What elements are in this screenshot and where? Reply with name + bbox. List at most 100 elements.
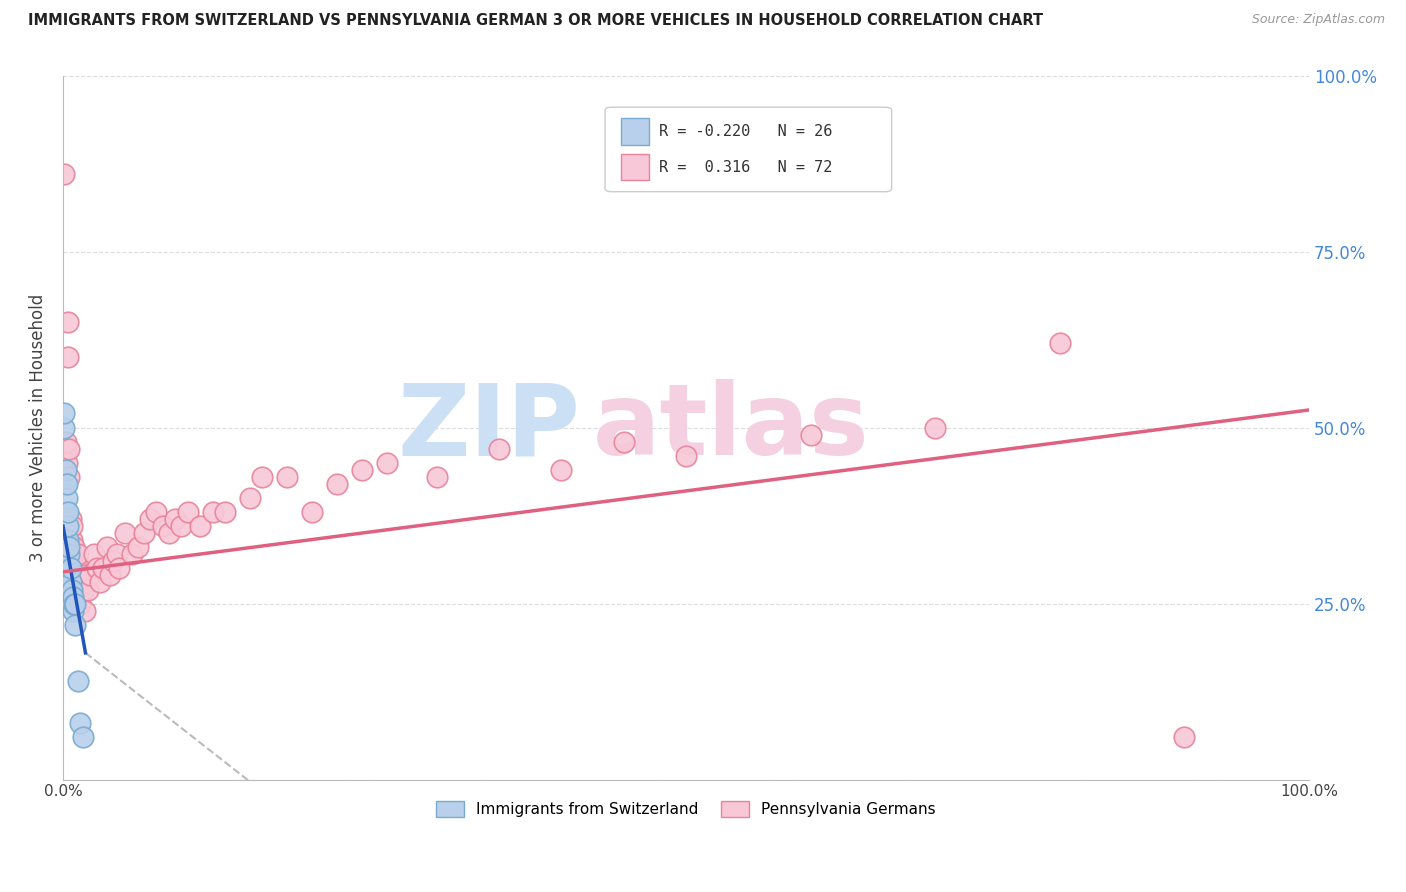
Point — [53, 407, 76, 421]
Point — [65, 547, 87, 561]
Point — [426, 470, 449, 484]
Point — [69, 597, 91, 611]
FancyBboxPatch shape — [621, 118, 648, 145]
Point — [55, 434, 77, 449]
Point — [56, 505, 79, 519]
Point — [63, 561, 86, 575]
Text: R =  0.316   N = 72: R = 0.316 N = 72 — [658, 160, 832, 175]
Point — [69, 716, 91, 731]
Point — [165, 512, 187, 526]
Point — [252, 470, 274, 484]
Point — [86, 561, 108, 575]
Point — [55, 476, 77, 491]
Point — [375, 456, 398, 470]
Point — [60, 547, 83, 561]
Point — [60, 582, 83, 597]
Point — [613, 434, 636, 449]
Point — [108, 561, 131, 575]
Point — [72, 582, 94, 597]
Point — [488, 442, 510, 456]
Point — [55, 476, 77, 491]
Point — [75, 604, 97, 618]
Point — [63, 597, 86, 611]
Point — [62, 561, 84, 575]
Point — [55, 491, 77, 505]
Point — [70, 575, 93, 590]
Point — [239, 491, 262, 505]
Point — [65, 575, 87, 590]
Point — [800, 427, 823, 442]
Point — [55, 442, 77, 456]
Point — [58, 561, 80, 575]
Point — [157, 526, 180, 541]
Legend: Immigrants from Switzerland, Pennsylvania Germans: Immigrants from Switzerland, Pennsylvani… — [429, 794, 943, 825]
Point — [56, 519, 79, 533]
Point — [60, 533, 83, 548]
Point — [66, 575, 89, 590]
Point — [924, 420, 946, 434]
Point — [66, 582, 89, 597]
Point — [96, 541, 118, 555]
Point — [79, 568, 101, 582]
Point — [176, 505, 198, 519]
Point — [55, 463, 77, 477]
Point — [58, 470, 80, 484]
Y-axis label: 3 or more Vehicles in Household: 3 or more Vehicles in Household — [30, 293, 46, 562]
Point — [100, 568, 122, 582]
Point — [65, 561, 87, 575]
Point — [59, 561, 82, 575]
Point — [127, 541, 149, 555]
Point — [101, 554, 124, 568]
Point — [105, 547, 128, 561]
Point — [66, 547, 89, 561]
Point — [66, 561, 89, 575]
Point — [65, 617, 87, 632]
Point — [132, 526, 155, 541]
Text: ZIP: ZIP — [398, 379, 581, 476]
Point — [201, 505, 224, 519]
Point — [77, 582, 100, 597]
Point — [66, 568, 89, 582]
Point — [56, 315, 79, 329]
Point — [58, 442, 80, 456]
Text: IMMIGRANTS FROM SWITZERLAND VS PENNSYLVANIA GERMAN 3 OR MORE VEHICLES IN HOUSEHO: IMMIGRANTS FROM SWITZERLAND VS PENNSYLVA… — [28, 13, 1043, 29]
Point — [1049, 336, 1071, 351]
Point — [1173, 731, 1195, 745]
Point — [301, 505, 323, 519]
Text: Source: ZipAtlas.com: Source: ZipAtlas.com — [1251, 13, 1385, 27]
Point — [67, 582, 90, 597]
Point — [73, 568, 96, 582]
Point — [83, 547, 105, 561]
Point — [152, 519, 174, 533]
Point — [145, 505, 167, 519]
Point — [72, 731, 94, 745]
Point — [91, 561, 114, 575]
Point — [59, 575, 82, 590]
Point — [139, 512, 162, 526]
Point — [62, 604, 84, 618]
Point — [63, 541, 86, 555]
Point — [65, 597, 87, 611]
Point — [675, 449, 697, 463]
Point — [60, 597, 83, 611]
Text: atlas: atlas — [592, 379, 869, 476]
Point — [59, 533, 82, 548]
Point — [66, 673, 89, 688]
Point — [188, 519, 211, 533]
Point — [276, 470, 298, 484]
Point — [114, 526, 136, 541]
Point — [58, 547, 80, 561]
Point — [56, 533, 79, 548]
Point — [326, 476, 349, 491]
Point — [214, 505, 236, 519]
Point — [53, 420, 76, 434]
Point — [58, 541, 80, 555]
Point — [60, 519, 83, 533]
Point — [55, 456, 77, 470]
Point — [62, 547, 84, 561]
Point — [59, 512, 82, 526]
Point — [170, 519, 193, 533]
Point — [56, 350, 79, 364]
Point — [59, 582, 82, 597]
Point — [55, 505, 77, 519]
